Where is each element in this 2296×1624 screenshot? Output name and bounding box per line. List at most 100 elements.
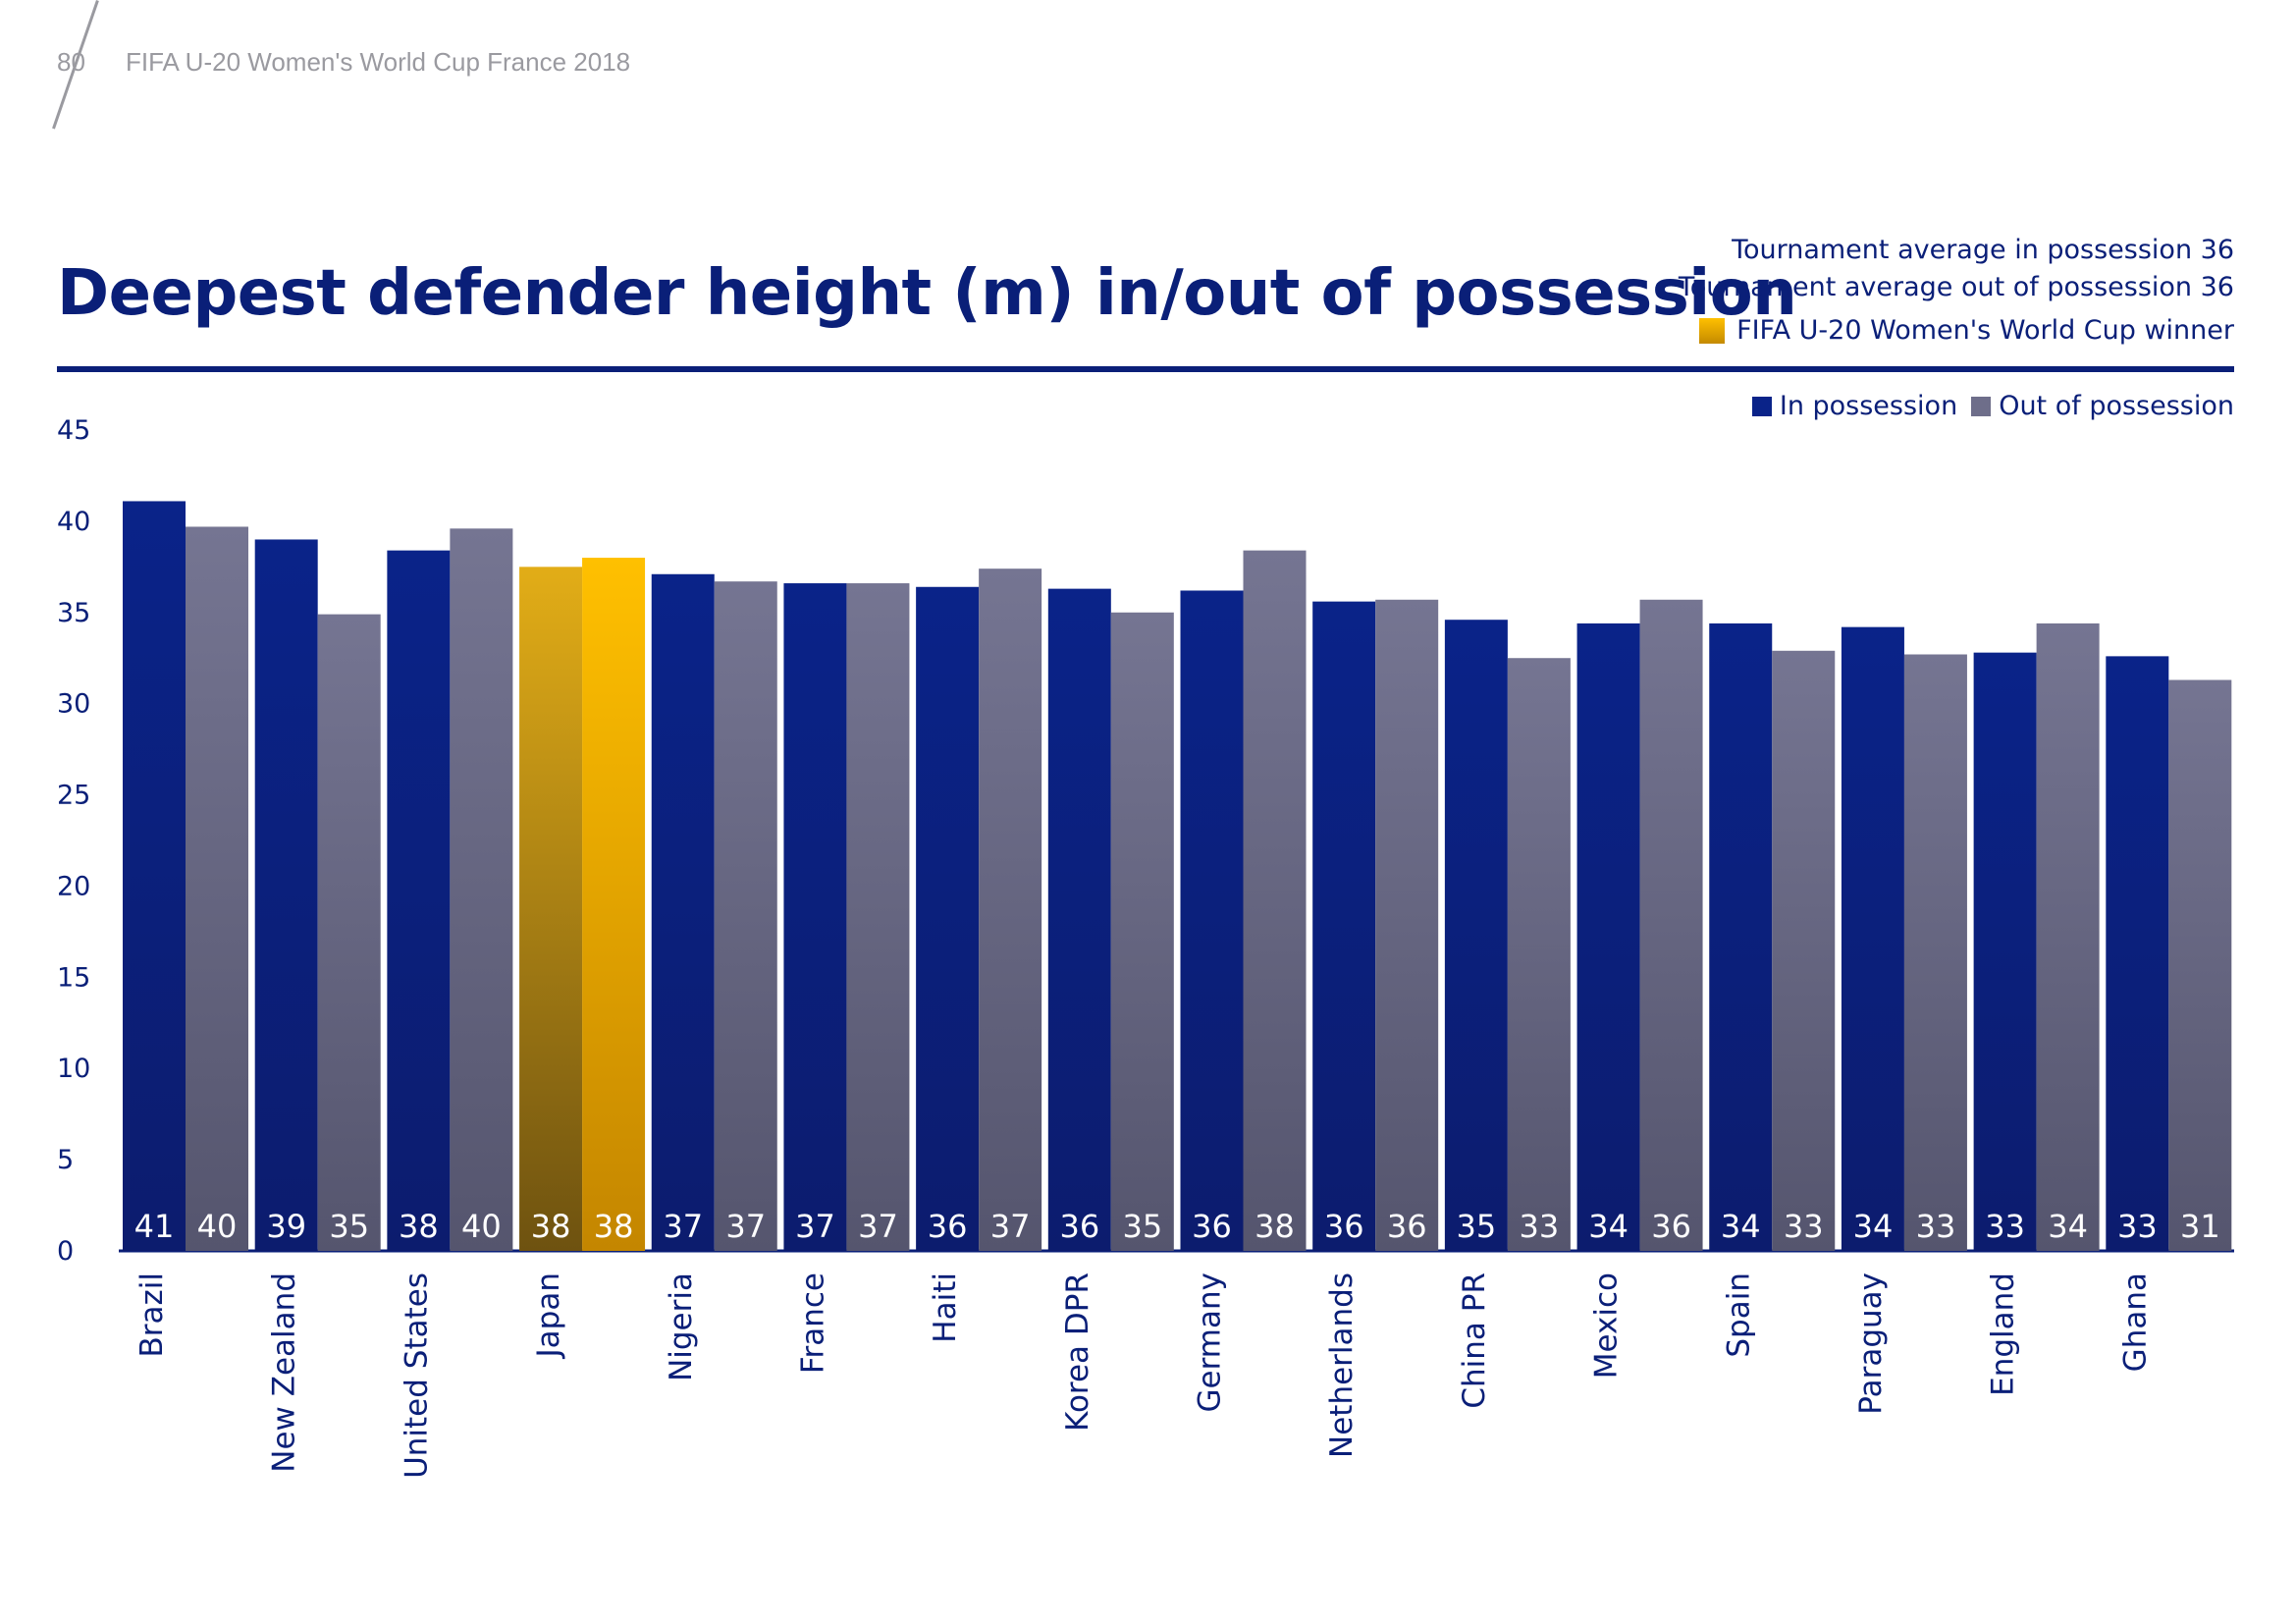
y-tick-label: 35 [57, 598, 90, 628]
bar-out-ghana [2168, 679, 2232, 1251]
winner-legend: FIFA U-20 Women's World Cup winner [1679, 312, 2234, 350]
bar-in-france [783, 583, 847, 1251]
bar-in-netherlands [1312, 601, 1376, 1251]
bar-value-label: 33 [1985, 1208, 2025, 1245]
bar-out-france [846, 583, 910, 1251]
legend-swatch-in-possession [1751, 396, 1772, 416]
average-out-of-possession: Tournament average out of possession 36 [1678, 272, 2234, 302]
bar-value-label: 38 [399, 1208, 439, 1245]
x-tick-label: Korea DPR [1060, 1272, 1095, 1432]
x-tick-label: Netherlands [1324, 1272, 1360, 1458]
x-tick-label: Mexico [1589, 1272, 1625, 1379]
x-tick-label: China PR [1457, 1272, 1492, 1409]
y-tick-label: 15 [57, 962, 90, 993]
bar-value-label: 41 [134, 1208, 175, 1245]
bar-value-label: 36 [1192, 1208, 1232, 1245]
x-tick-label: Haiti [928, 1272, 963, 1343]
legend-item-out-of-possession: Out of possession [1971, 391, 2234, 421]
bar-value-label: 38 [594, 1208, 634, 1245]
bar-in-brazil [123, 501, 186, 1251]
y-tick-label: 25 [57, 781, 90, 811]
bar-out-united-states [450, 528, 513, 1251]
bar-value-label: 36 [1324, 1208, 1364, 1245]
y-tick-label: 0 [57, 1236, 74, 1267]
bar-in-japan [519, 567, 583, 1251]
bar-in-united-states [387, 550, 451, 1251]
bar-value-label: 37 [795, 1208, 835, 1245]
bar-value-label: 34 [1853, 1208, 1894, 1245]
bar-in-korea-dpr [1047, 588, 1111, 1251]
bar-in-nigeria [651, 573, 715, 1251]
bar-out-england [2036, 623, 2100, 1251]
bar-out-nigeria [714, 581, 777, 1251]
bar-value-label: 40 [197, 1208, 238, 1245]
bar-in-ghana [2106, 656, 2169, 1251]
bar-in-haiti [916, 586, 980, 1251]
document-title: FIFA U-20 Women's World Cup France 2018 [126, 47, 631, 77]
bar-value-label: 34 [2048, 1208, 2088, 1245]
bar-value-label: 37 [663, 1208, 703, 1245]
bar-value-label: 36 [1651, 1208, 1691, 1245]
bar-out-new-zealand [317, 614, 381, 1251]
bar-out-netherlands [1375, 599, 1439, 1251]
bar-value-label: 36 [928, 1208, 968, 1245]
y-tick-label: 10 [57, 1054, 90, 1084]
x-tick-label: Germany [1193, 1272, 1228, 1412]
average-in-possession: Tournament average in possession 36 [1732, 235, 2234, 265]
bar-in-spain [1709, 623, 1773, 1251]
x-tick-label: Ghana [2117, 1272, 2153, 1372]
plot-area: 0 5 10 15 20 25 30 35 40 45 41 40 Brazil 39 35 New Zeal… [57, 415, 2234, 1479]
bar-value-label: 33 [2117, 1208, 2158, 1245]
bar-in-new-zealand [254, 539, 318, 1251]
bar-out-japan [582, 558, 646, 1251]
y-tick-label: 45 [57, 415, 90, 446]
legend-swatch-out-of-possession [1971, 396, 1992, 416]
bar-value-label: 35 [1122, 1208, 1162, 1245]
title-rule [57, 366, 2234, 372]
y-tick-label: 30 [57, 689, 90, 720]
bar-out-haiti [979, 568, 1042, 1251]
bar-out-paraguay [1903, 654, 1967, 1251]
bar-value-label: 35 [329, 1208, 369, 1245]
bar-value-label: 37 [990, 1208, 1031, 1245]
bar-value-label: 36 [1387, 1208, 1427, 1245]
x-tick-label: Brazil [134, 1272, 170, 1358]
y-tick-label: 20 [57, 871, 90, 901]
legend-item-in-possession: In possession [1751, 391, 1958, 421]
bar-value-label: 34 [1588, 1208, 1629, 1245]
x-tick-label: Paraguay [1853, 1272, 1889, 1415]
bar-value-label: 40 [461, 1208, 502, 1245]
winner-legend-label: FIFA U-20 Women's World Cup winner [1736, 315, 2234, 346]
bar-value-label: 37 [858, 1208, 898, 1245]
bar-in-germany [1180, 590, 1244, 1251]
y-tick-label: 5 [57, 1145, 74, 1175]
bar-value-label: 33 [1916, 1208, 1956, 1245]
x-tick-label: United States [399, 1272, 434, 1479]
bar-in-england [1973, 652, 2037, 1251]
bar-value-label: 36 [1059, 1208, 1099, 1245]
legend-label-out-of-possession: Out of possession [1999, 391, 2234, 421]
chart-title: Deepest defender height (m) in/out of po… [57, 257, 1797, 330]
bar-out-china-pr [1507, 658, 1571, 1251]
bar-value-label: 31 [2180, 1208, 2220, 1245]
bar-in-mexico [1576, 623, 1640, 1251]
bar-out-spain [1772, 650, 1836, 1251]
bar-value-label: 33 [1784, 1208, 1824, 1245]
bar-value-label: 39 [266, 1208, 306, 1245]
x-tick-label: England [1986, 1272, 2021, 1396]
x-tick-label: France [795, 1272, 830, 1374]
y-tick-label: 40 [57, 507, 90, 537]
x-tick-label: Nigeria [664, 1272, 699, 1381]
bar-out-brazil [186, 526, 248, 1251]
bar-out-mexico [1639, 599, 1703, 1251]
bar-value-label: 34 [1721, 1208, 1761, 1245]
legend-label-in-possession: In possession [1779, 391, 1958, 421]
bar-out-germany [1243, 550, 1307, 1251]
winner-swatch [1699, 318, 1726, 344]
bar-value-label: 38 [1255, 1208, 1295, 1245]
bar-value-label: 38 [531, 1208, 571, 1245]
bar-value-label: 37 [725, 1208, 766, 1245]
bar-in-paraguay [1841, 626, 1904, 1251]
chart-annotations: Tournament average in possession 36 Tour… [1679, 232, 2234, 350]
